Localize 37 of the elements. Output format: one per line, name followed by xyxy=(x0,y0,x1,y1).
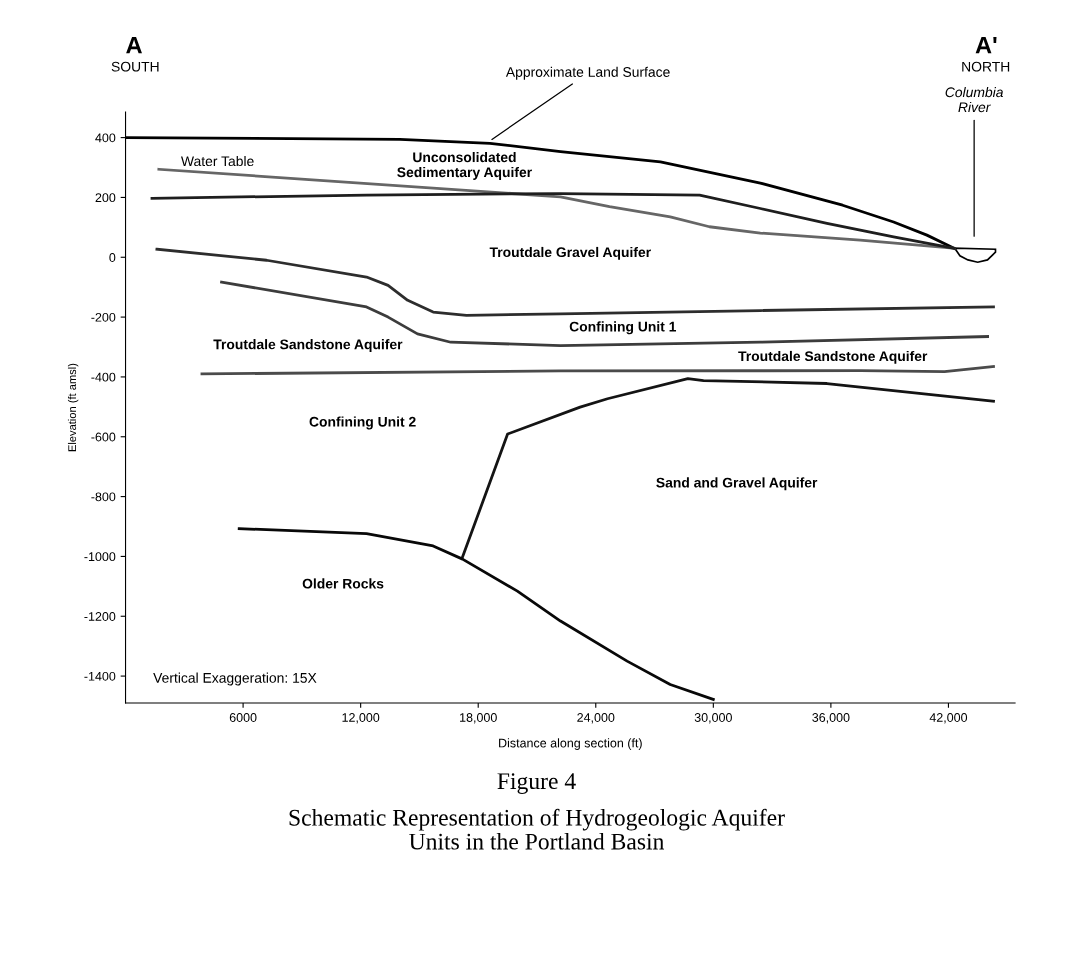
x-tick-label: 12,000 xyxy=(342,713,380,724)
y-tick-label: -800 xyxy=(91,492,116,502)
y-tick-label: 0 xyxy=(109,253,116,262)
annotation: Water Table xyxy=(181,155,254,167)
text: A' xyxy=(975,37,997,54)
annotation: Troutdale Gravel Aquifer xyxy=(489,246,651,260)
text: NORTH xyxy=(962,61,1010,72)
x-tick-label: 42,000 xyxy=(929,713,968,724)
y-axis-title: Elevation (ft amsl) xyxy=(67,363,79,452)
y-tick-label: 200 xyxy=(95,193,116,203)
x-tick-label: 18,000 xyxy=(460,713,497,724)
text: Figure 4 xyxy=(497,773,576,794)
y-tick-label: -1200 xyxy=(84,612,116,621)
x-axis-title: Distance along section (ft) xyxy=(499,738,642,750)
annotation: Troutdale Sandstone Aquifer xyxy=(213,339,403,353)
annotation: Confining Unit 2 xyxy=(309,416,416,430)
x-tick-label: 36,000 xyxy=(812,713,850,724)
annotation: Older Rocks xyxy=(302,578,384,589)
x-tick-label: 30,000 xyxy=(694,713,732,724)
text: A xyxy=(126,37,142,54)
annotation: Sand and Gravel Aquifer xyxy=(656,477,818,491)
y-tick-label: -1400 xyxy=(84,671,116,681)
text: Schematic Representation of Hydrogeologic Aquifer Units in the Portland Basin xyxy=(289,808,785,850)
text: Columbia River xyxy=(945,86,1003,113)
annotation: Approximate Land Surface xyxy=(505,66,670,80)
y-tick-label: -600 xyxy=(91,432,116,442)
x-tick-label: 6000 xyxy=(229,713,257,722)
x-tick-label: 24,000 xyxy=(577,713,615,724)
y-tick-label: 400 xyxy=(95,133,116,143)
y-tick-label: -400 xyxy=(91,372,116,382)
annotation: Confining Unit 1 xyxy=(569,321,677,335)
annotation: Unconsolidated Sedimentary Aquifer xyxy=(397,151,532,180)
text: SOUTH xyxy=(111,61,159,72)
y-tick-label: -200 xyxy=(91,312,116,322)
annotation: Vertical Exaggeration: 15X xyxy=(153,672,317,686)
y-tick-label: -1000 xyxy=(84,552,116,562)
annotation: Troutdale Sandstone Aquifer xyxy=(738,350,928,364)
